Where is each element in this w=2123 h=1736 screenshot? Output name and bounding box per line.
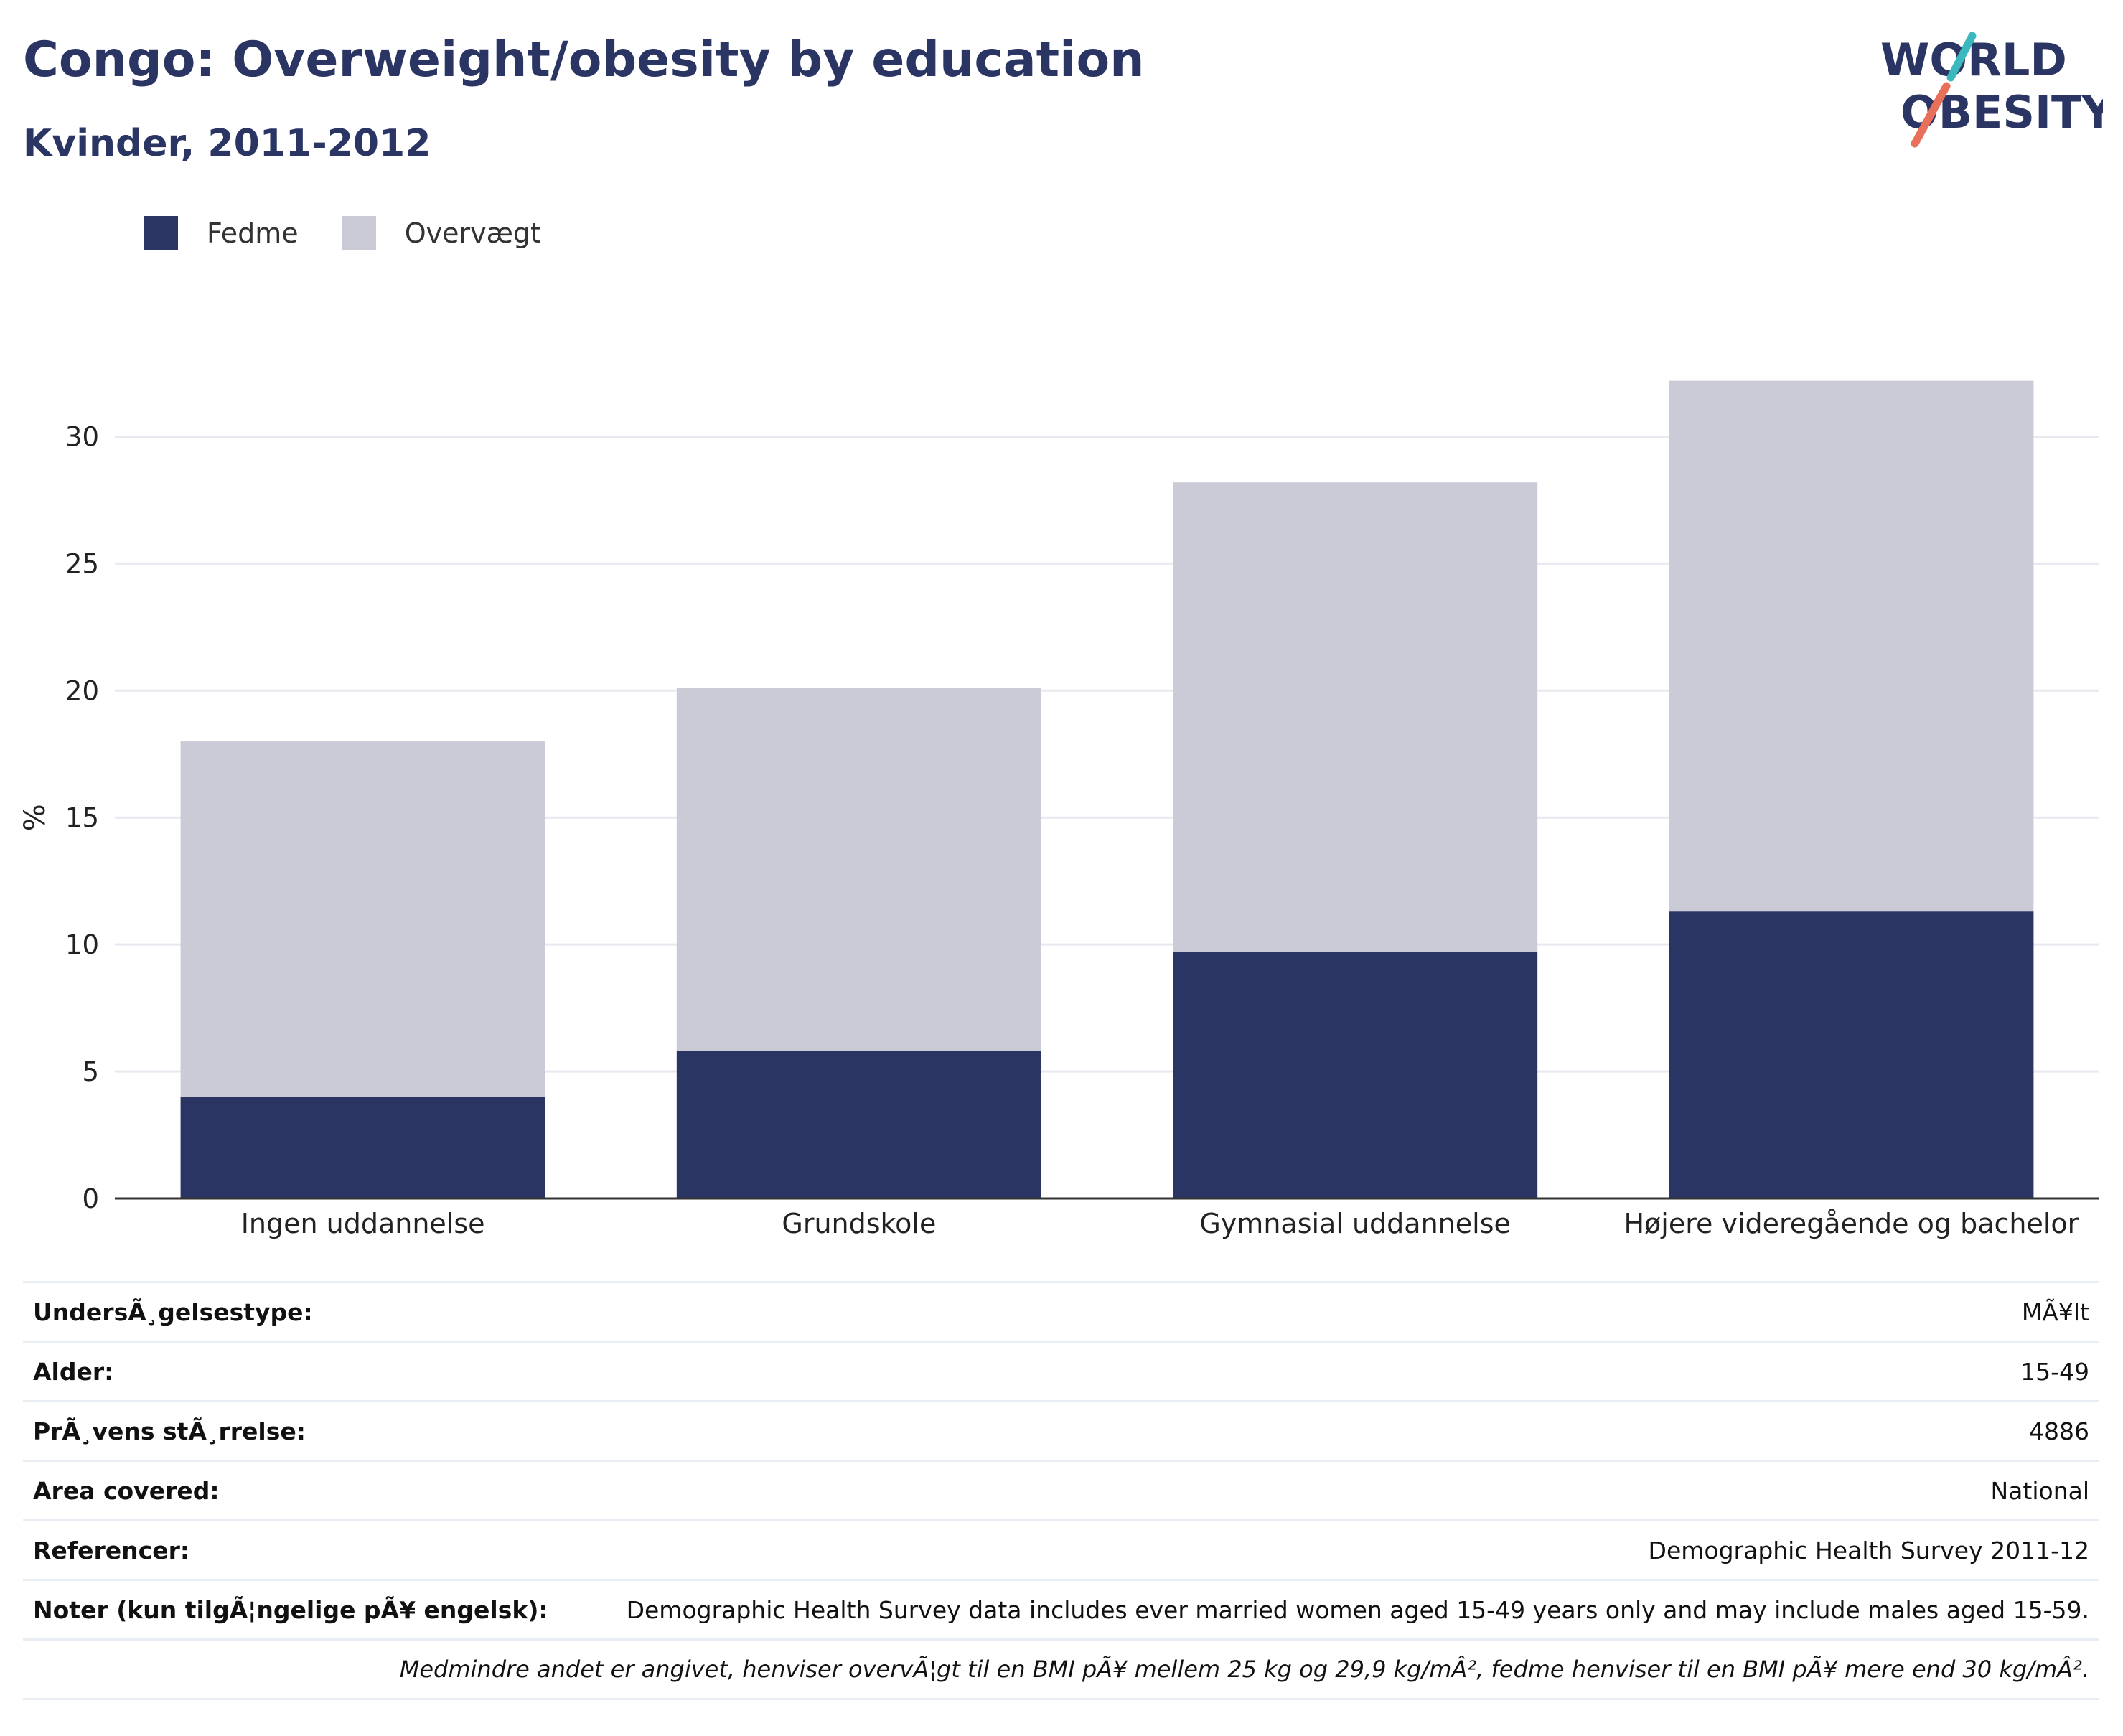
legend-swatch-overvaegt: [341, 216, 376, 250]
x-tick-label: Grundskole: [782, 1208, 936, 1239]
survey-info-table: UndersÃ¸gelsestype: MÃ¥lt Alder: 15-49 P…: [23, 1281, 2099, 1700]
bar-fedme: [1669, 911, 2034, 1198]
page-title: Congo: Overweight/obesity by education: [23, 32, 1145, 88]
info-label: Alder:: [23, 1341, 574, 1402]
page-subtitle: Kvinder, 2011-2012: [23, 122, 431, 165]
info-row-references: Referencer: Demographic Health Survey 20…: [23, 1519, 2099, 1580]
x-tick-label: Ingen uddannelse: [241, 1208, 485, 1239]
info-label: UndersÃ¸gelsestype:: [23, 1281, 574, 1342]
info-value: National: [573, 1460, 2099, 1521]
bar-overvaegt: [180, 741, 545, 1097]
y-tick-label: 20: [65, 675, 99, 706]
info-row-sample-size: PrÃ¸vens stÃ¸rrelse: 4886: [23, 1400, 2099, 1461]
x-tick-label: Gymnasial uddannelse: [1199, 1208, 1511, 1239]
legend-item-overvaegt[interactable]: Overvægt: [341, 216, 541, 250]
info-label: Referencer:: [23, 1519, 574, 1580]
bar-overvaegt: [1669, 380, 2034, 912]
y-tick-label: 25: [65, 548, 99, 579]
legend-swatch-fedme: [144, 216, 178, 250]
bar-fedme: [1173, 952, 1538, 1198]
y-tick-label: 0: [82, 1183, 99, 1214]
bar-fedme: [180, 1097, 545, 1198]
y-axis-label: %: [19, 804, 52, 831]
footnote-text: Medmindre andet er angivet, henviser ove…: [23, 1638, 2099, 1700]
y-tick-label: 15: [65, 802, 99, 833]
info-label: PrÃ¸vens stÃ¸rrelse:: [23, 1400, 574, 1461]
x-tick-label: Højere videregående og bachelor: [1623, 1208, 2079, 1239]
info-value: Demographic Health Survey 2011-12: [573, 1519, 2099, 1580]
logo-word-world: WORLD: [1880, 34, 2067, 86]
info-label: Area covered:: [23, 1460, 574, 1521]
info-row-survey-type: UndersÃ¸gelsestype: MÃ¥lt: [23, 1281, 2099, 1342]
y-tick-label: 10: [65, 929, 99, 960]
bar-overvaegt: [676, 688, 1041, 1051]
info-value: Demographic Health Survey data includes …: [573, 1579, 2099, 1640]
chart-legend: Fedme Overvægt: [144, 215, 584, 251]
world-obesity-logo: WORLD OBESITY: [1880, 32, 2103, 148]
y-tick-label: 30: [65, 421, 99, 452]
logo-slash-bottom: [1911, 82, 1951, 148]
info-value: 15-49: [573, 1341, 2099, 1402]
y-tick-label: 5: [82, 1056, 99, 1087]
info-row-area-covered: Area covered: National: [23, 1460, 2099, 1521]
info-label: Noter (kun tilgÃ¦ngelige pÃ¥ engelsk):: [23, 1579, 574, 1640]
bar-fedme: [676, 1051, 1041, 1198]
info-value: MÃ¥lt: [573, 1281, 2099, 1342]
info-value: 4886: [573, 1400, 2099, 1461]
stacked-bar-chart: 0 5 10 15 20 25 30% Ingen uddannelse Grundskole G…: [19, 380, 2099, 1239]
bar-overvaegt: [1173, 482, 1538, 952]
legend-label-overvaegt: Overvægt: [404, 217, 541, 249]
legend-label-fedme: Fedme: [207, 217, 299, 249]
logo-slash-top: [1946, 32, 1977, 82]
info-row-age: Alder: 15-49: [23, 1341, 2099, 1402]
info-row-notes: Noter (kun tilgÃ¦ngelige pÃ¥ engelsk): D…: [23, 1579, 2099, 1640]
legend-item-fedme[interactable]: Fedme: [144, 216, 299, 250]
info-row-footnote: Medmindre andet er angivet, henviser ove…: [23, 1638, 2099, 1700]
